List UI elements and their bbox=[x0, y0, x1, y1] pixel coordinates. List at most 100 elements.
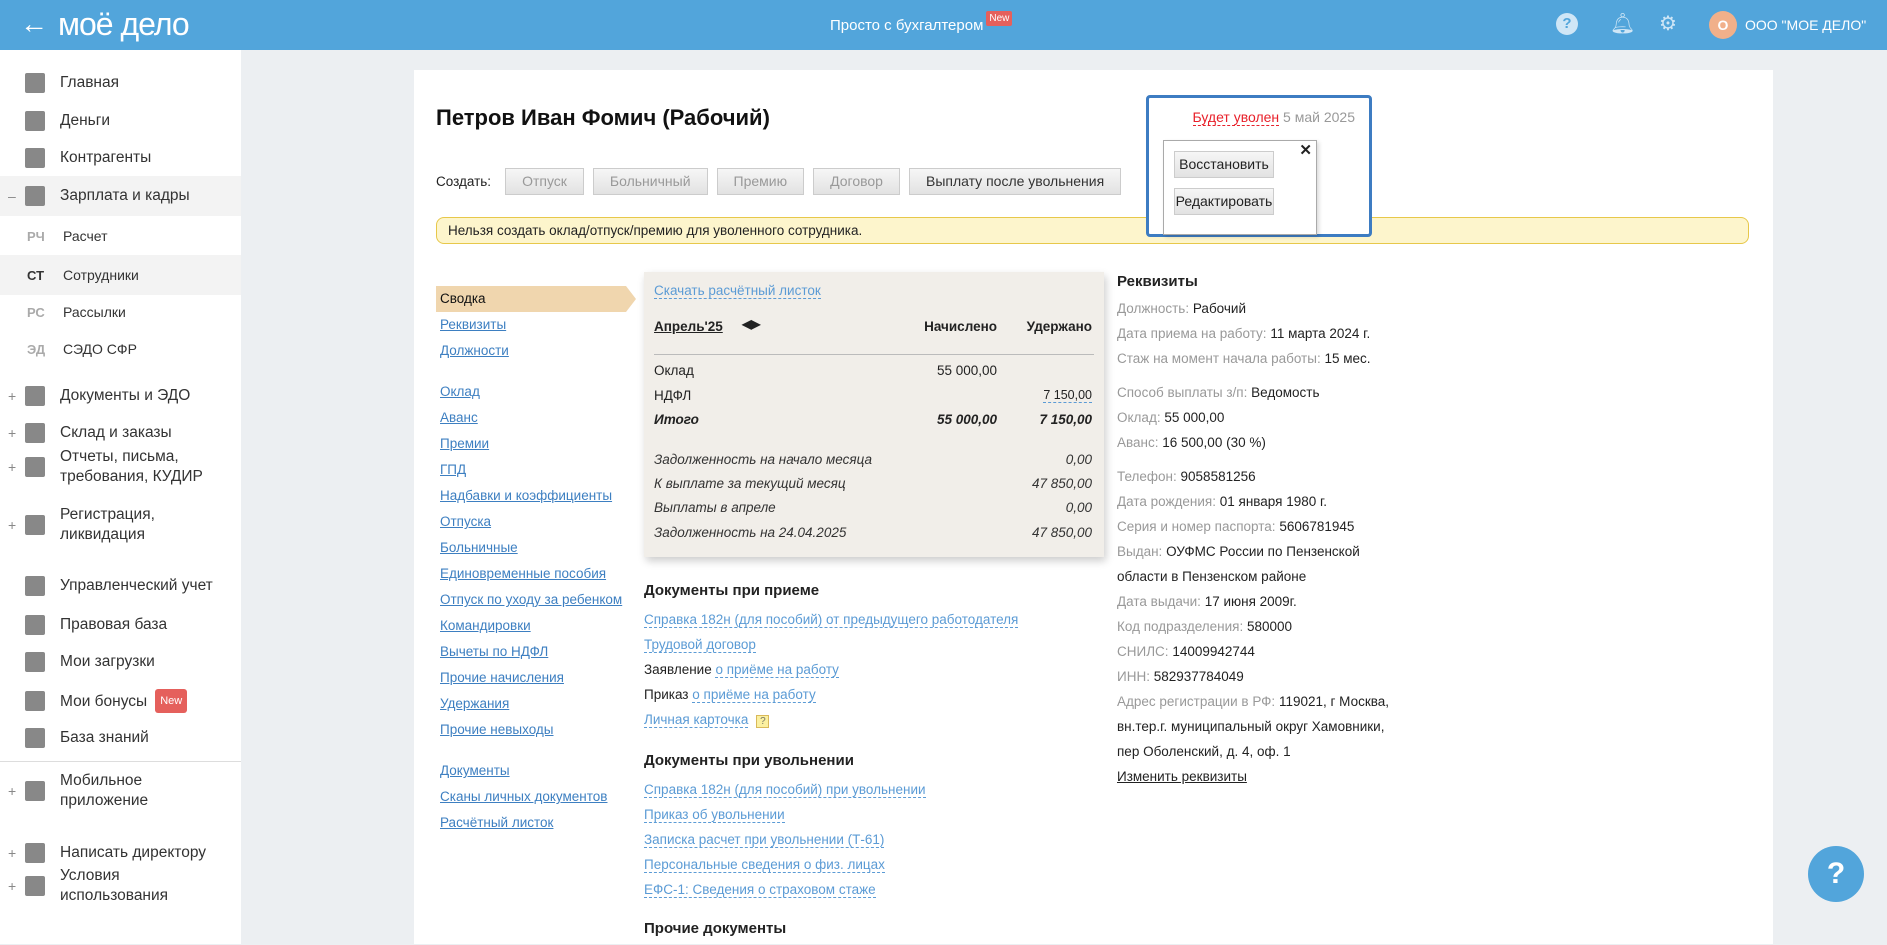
logo[interactable]: моё дело bbox=[58, 6, 190, 42]
nav-link[interactable]: Сводка bbox=[436, 286, 636, 312]
restore-button[interactable]: Восстановить bbox=[1174, 151, 1274, 178]
row-withheld[interactable]: 7 150,00 bbox=[1043, 388, 1092, 403]
month-arrows: ◀▶ bbox=[742, 317, 760, 331]
expander-icon[interactable]: + bbox=[8, 878, 17, 894]
nav-link[interactable]: Аванс bbox=[440, 410, 478, 425]
promo-link[interactable]: Просто с бухгалтером New bbox=[830, 11, 1013, 35]
bell-icon[interactable]: 🔔︎ bbox=[1610, 13, 1636, 35]
expander-icon[interactable]: + bbox=[8, 388, 17, 404]
doc-link[interactable]: о приёме на работу bbox=[692, 687, 816, 703]
field-key: Аванс: bbox=[1117, 435, 1159, 450]
nav-link[interactable]: Сканы личных документов bbox=[440, 789, 608, 804]
field-key: Стаж на момент начала работы: bbox=[1117, 351, 1321, 366]
sidebar-item[interactable]: Деньги bbox=[0, 101, 241, 141]
sidebar-item[interactable]: + Склад и заказы bbox=[0, 413, 241, 453]
doc-link[interactable]: Справка 182н (для пособий) от предыдущег… bbox=[644, 612, 1019, 628]
expander-icon[interactable]: + bbox=[8, 517, 17, 533]
create-sick-leave-button[interactable]: Больничный bbox=[592, 168, 708, 195]
nav-link[interactable]: ГПД bbox=[440, 462, 467, 477]
sidebar-item[interactable]: Главная bbox=[0, 63, 241, 103]
sidebar-item[interactable]: РЧ Расчет bbox=[0, 216, 241, 256]
sidebar-item[interactable]: + Документы и ЭДО bbox=[0, 376, 241, 416]
section-abbr: РС bbox=[27, 304, 45, 320]
briefcase-icon bbox=[25, 615, 45, 635]
expander-icon[interactable]: + bbox=[8, 845, 17, 861]
nav-link[interactable]: Реквизиты bbox=[440, 317, 507, 332]
org-name[interactable]: ООО "МОЕ ДЕЛО" bbox=[1745, 17, 1867, 33]
nav-link[interactable]: Вычеты по НДФЛ bbox=[440, 644, 549, 659]
prev-month-icon[interactable]: ◀ bbox=[742, 317, 752, 331]
label-text: Управленческий учет bbox=[60, 577, 213, 594]
sidebar-item[interactable]: + Мобильное приложение bbox=[0, 771, 241, 811]
docs-hire-title: Документы при приеме bbox=[644, 582, 820, 599]
month-selector[interactable]: Апрель'25 bbox=[654, 319, 723, 334]
doc-link[interactable]: Трудовой договор bbox=[644, 637, 756, 653]
create-vacation-button[interactable]: Отпуск bbox=[505, 168, 584, 195]
reports-icon bbox=[25, 457, 45, 477]
sidebar-item[interactable]: Управленческий учет bbox=[0, 566, 241, 606]
sidebar-item[interactable]: Правовая база bbox=[0, 605, 241, 645]
sidebar-item[interactable]: + Написать директору bbox=[0, 833, 241, 873]
sidebar-item[interactable]: Мои загрузки bbox=[0, 642, 241, 682]
change-requisites-link[interactable]: Изменить реквизиты bbox=[1117, 769, 1247, 784]
doc-prefix: Приказ bbox=[644, 687, 693, 702]
top-bar: ← моё дело Просто с бухгалтером New ? 🔔︎ … bbox=[0, 0, 1887, 50]
nav-link[interactable]: Оклад bbox=[440, 384, 480, 399]
sidebar-item[interactable]: СТ Сотрудники bbox=[0, 255, 241, 295]
create-bonus-button[interactable]: Премию bbox=[716, 168, 805, 195]
nav-link[interactable]: Расчётный листок bbox=[440, 815, 554, 830]
next-month-icon[interactable]: ▶ bbox=[751, 317, 761, 331]
download-payslip-link[interactable]: Скачать расчётный листок bbox=[654, 283, 821, 299]
ruble-icon bbox=[25, 576, 45, 596]
doc-link[interactable]: Приказ об увольнении bbox=[644, 807, 785, 823]
label-text: Деньги bbox=[60, 112, 111, 129]
expander-icon[interactable]: – bbox=[8, 188, 16, 204]
nav-link[interactable]: Прочие начисления bbox=[440, 670, 564, 685]
sidebar-item[interactable]: ЭД СЭДО СФР bbox=[0, 329, 241, 369]
nav-link[interactable]: Отпуска bbox=[440, 514, 492, 529]
sidebar-item[interactable]: Мои бонусы New bbox=[0, 681, 241, 721]
label-text: Сотрудники bbox=[63, 267, 139, 283]
dismissal-link[interactable]: Будет уволен bbox=[1192, 109, 1280, 126]
doc-link[interactable]: Записка расчет при увольнении (Т-61) bbox=[644, 832, 885, 848]
doc-link[interactable]: Справка 182н (для пособий) при увольнени… bbox=[644, 782, 926, 798]
expander-icon[interactable]: + bbox=[8, 459, 17, 475]
gear-icon[interactable]: ⚙ bbox=[1659, 13, 1677, 35]
sidebar-item[interactable]: + Отчеты, письма, требования, КУДИР bbox=[0, 447, 241, 487]
sidebar-item[interactable]: + Регистрация, ликвидация bbox=[0, 505, 241, 545]
nav-link[interactable]: Командировки bbox=[440, 618, 531, 633]
nav-link[interactable]: Надбавки и коэффициенты bbox=[440, 488, 613, 503]
create-contract-button[interactable]: Договор bbox=[813, 168, 900, 195]
sidebar-item[interactable]: РС Рассылки bbox=[0, 292, 241, 332]
nav-link[interactable]: Больничные bbox=[440, 540, 518, 555]
sidebar-item[interactable]: – Зарплата и кадры bbox=[0, 176, 241, 216]
summary-total-row: Выплаты в апреле 0,00 bbox=[654, 500, 1092, 520]
create-payment-after-dismissal-button[interactable]: Выплату после увольнения bbox=[908, 168, 1122, 195]
nav-link[interactable]: Прочие невыходы bbox=[440, 722, 554, 737]
nav-link[interactable]: Премии bbox=[440, 436, 490, 451]
expander-icon[interactable]: + bbox=[8, 425, 17, 441]
doc-link[interactable]: Личная карточка bbox=[644, 712, 749, 728]
doc-link[interactable]: ЕФС-1: Сведения о страховом стаже bbox=[644, 882, 876, 898]
close-icon[interactable]: ✕ bbox=[1299, 142, 1312, 159]
nav-link[interactable]: Должности bbox=[440, 343, 509, 358]
nav-link[interactable]: Удержания bbox=[440, 696, 510, 711]
nav-link[interactable]: Документы bbox=[440, 763, 510, 778]
doc-link[interactable]: Персональные сведения о физ. лицах bbox=[644, 857, 885, 873]
sidebar-item[interactable]: Контрагенты bbox=[0, 138, 241, 178]
help-icon[interactable]: ? bbox=[1556, 13, 1578, 35]
summary-row: Оклад 55 000,00 bbox=[654, 363, 1092, 383]
sidebar-item[interactable]: + Условия использования bbox=[0, 866, 241, 906]
doc-link[interactable]: о приёме на работу bbox=[715, 662, 839, 678]
gift-icon bbox=[25, 691, 45, 711]
avatar[interactable]: О bbox=[1709, 11, 1737, 39]
nav-link[interactable]: Единовременные пособия bbox=[440, 566, 607, 581]
expander-icon[interactable]: + bbox=[8, 783, 17, 799]
row-label: Оклад bbox=[654, 363, 694, 378]
edit-button[interactable]: Редактировать bbox=[1174, 188, 1274, 215]
nav-link[interactable]: Отпуск по уходу за ребенком bbox=[440, 592, 623, 607]
back-arrow-icon[interactable]: ← bbox=[20, 8, 48, 39]
sidebar-item[interactable]: База знаний bbox=[0, 718, 241, 758]
help-icon[interactable]: ? bbox=[756, 715, 770, 728]
help-button[interactable]: ? bbox=[1808, 846, 1864, 902]
